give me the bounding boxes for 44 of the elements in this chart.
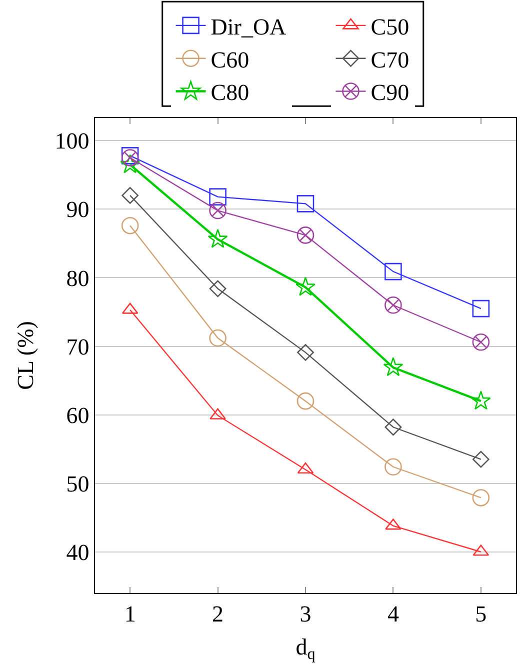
y-tick-label: 90 xyxy=(66,197,90,222)
y-tick-label: 40 xyxy=(66,540,90,565)
point xyxy=(122,187,139,204)
x-tick-label: 4 xyxy=(387,602,400,627)
point xyxy=(472,450,490,468)
point xyxy=(209,188,226,206)
legend-label: C90 xyxy=(370,80,410,106)
point xyxy=(383,357,404,376)
point xyxy=(209,202,226,220)
point xyxy=(470,390,491,410)
point xyxy=(296,226,314,244)
point xyxy=(296,276,316,296)
legend-label: C70 xyxy=(370,47,410,72)
y-axis-title: CL (%) xyxy=(13,321,38,390)
y-tick-label: 80 xyxy=(66,266,90,291)
point xyxy=(296,195,314,212)
y-tick-label: 60 xyxy=(66,402,90,428)
y-tick-label: 70 xyxy=(66,334,90,360)
point xyxy=(121,216,139,234)
point xyxy=(296,392,314,410)
point xyxy=(384,418,402,436)
x-tick-label: 3 xyxy=(300,602,312,627)
point xyxy=(120,154,140,174)
point xyxy=(208,228,228,248)
y-tick-label: 100 xyxy=(54,128,90,154)
legend-label: C80 xyxy=(210,80,250,106)
point xyxy=(384,458,402,476)
legend-label: C60 xyxy=(210,47,250,72)
point xyxy=(297,344,314,361)
point xyxy=(297,462,314,474)
x-axis-title: d$_{q}$ xyxy=(296,634,316,664)
x-tick-label: 1 xyxy=(124,602,136,627)
point xyxy=(209,329,226,347)
point xyxy=(209,280,226,298)
x-tick-label: 5 xyxy=(475,602,487,627)
legend-label: Dir_OA xyxy=(210,14,287,40)
point xyxy=(472,333,490,351)
legend-label: C50 xyxy=(370,14,410,40)
y-tick-label: 50 xyxy=(66,471,90,496)
x-tick-label: 2 xyxy=(212,602,224,627)
point xyxy=(472,300,490,318)
point xyxy=(384,262,402,280)
point xyxy=(384,296,402,314)
point xyxy=(472,489,490,506)
